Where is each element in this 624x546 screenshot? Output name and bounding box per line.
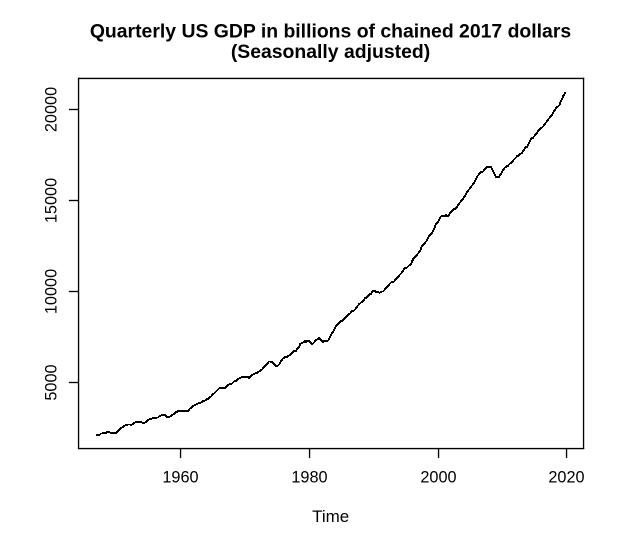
svg-text:Time: Time [312,507,349,526]
svg-text:1960: 1960 [162,469,198,487]
svg-text:2000: 2000 [420,469,456,487]
svg-text:(Seasonally adjusted): (Seasonally adjusted) [231,41,430,63]
svg-text:15000: 15000 [42,178,60,223]
svg-text:5000: 5000 [42,364,60,400]
svg-text:10000: 10000 [42,269,60,314]
svg-text:20000: 20000 [42,87,60,132]
svg-text:Quarterly US GDP in billions o: Quarterly US GDP in billions of chained … [90,20,571,42]
svg-text:2020: 2020 [548,469,584,487]
svg-text:1980: 1980 [291,469,327,487]
